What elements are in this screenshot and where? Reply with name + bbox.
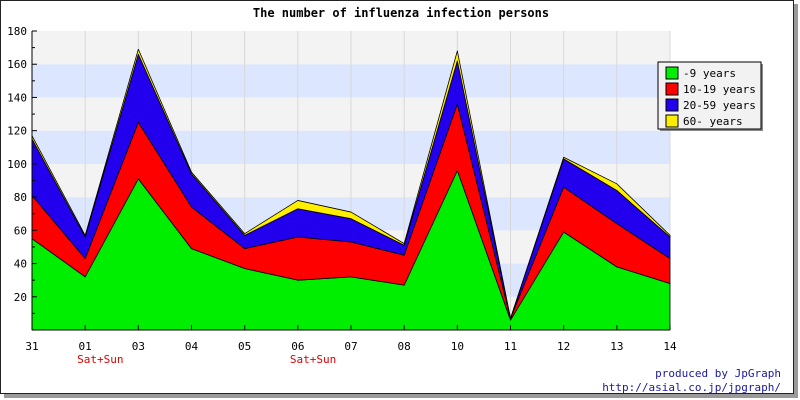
y-tick-label: 120 <box>7 125 27 138</box>
y-tick-label: 180 <box>7 25 27 38</box>
legend-swatch <box>665 98 679 112</box>
y-tick-label: 80 <box>14 191 27 204</box>
y-tick-label: 140 <box>7 91 27 104</box>
x-sublabel: Sat+Sun <box>290 353 336 366</box>
x-sublabel: Sat+Sun <box>77 353 123 366</box>
x-tick-label: 07 <box>344 340 357 353</box>
legend-swatch <box>665 82 679 96</box>
x-tick-label: 11 <box>504 340 517 353</box>
area-60-years <box>31 48 671 319</box>
legend-swatch <box>665 66 679 80</box>
chart-title: The number of influenza infection person… <box>253 6 549 20</box>
y-tick-label: 100 <box>7 158 27 171</box>
credit-text: produced by JpGraph <box>655 367 781 380</box>
y-tick-label: 60 <box>14 224 27 237</box>
x-tick-label: 13 <box>610 340 623 353</box>
x-tick-label: 14 <box>663 340 677 353</box>
x-tick-label: 12 <box>557 340 570 353</box>
x-tick-label: 06 <box>291 340 304 353</box>
legend-label: 10-19 years <box>683 83 756 96</box>
legend: -9 years 10-19 years 20-59 years 60- years <box>657 61 763 131</box>
x-tick-label: 08 <box>398 340 411 353</box>
x-tick-label: 31 <box>25 340 38 353</box>
y-axis-ticks: 20 40 60 80 100 120 140 160 180 <box>7 25 37 314</box>
y-tick-label: 40 <box>14 258 27 271</box>
x-tick-label: 03 <box>132 340 145 353</box>
legend-label: -9 years <box>683 67 736 80</box>
credit-url[interactable]: http://asial.co.jp/jpgraph/ <box>602 381 781 394</box>
legend-swatch <box>665 114 679 128</box>
y-tick-label: 160 <box>7 58 27 71</box>
legend-label: 20-59 years <box>683 99 756 112</box>
x-tick-label: 10 <box>451 340 464 353</box>
x-tick-label: 04 <box>185 340 199 353</box>
x-tick-label: 05 <box>238 340 251 353</box>
chart-frame: 20 40 60 80 100 120 140 160 180 31 01 Sat+Sun 03 04 0… <box>0 0 794 394</box>
legend-label: 60- years <box>683 115 743 128</box>
x-tick-label: 01 <box>79 340 92 353</box>
y-tick-label: 20 <box>14 291 27 304</box>
